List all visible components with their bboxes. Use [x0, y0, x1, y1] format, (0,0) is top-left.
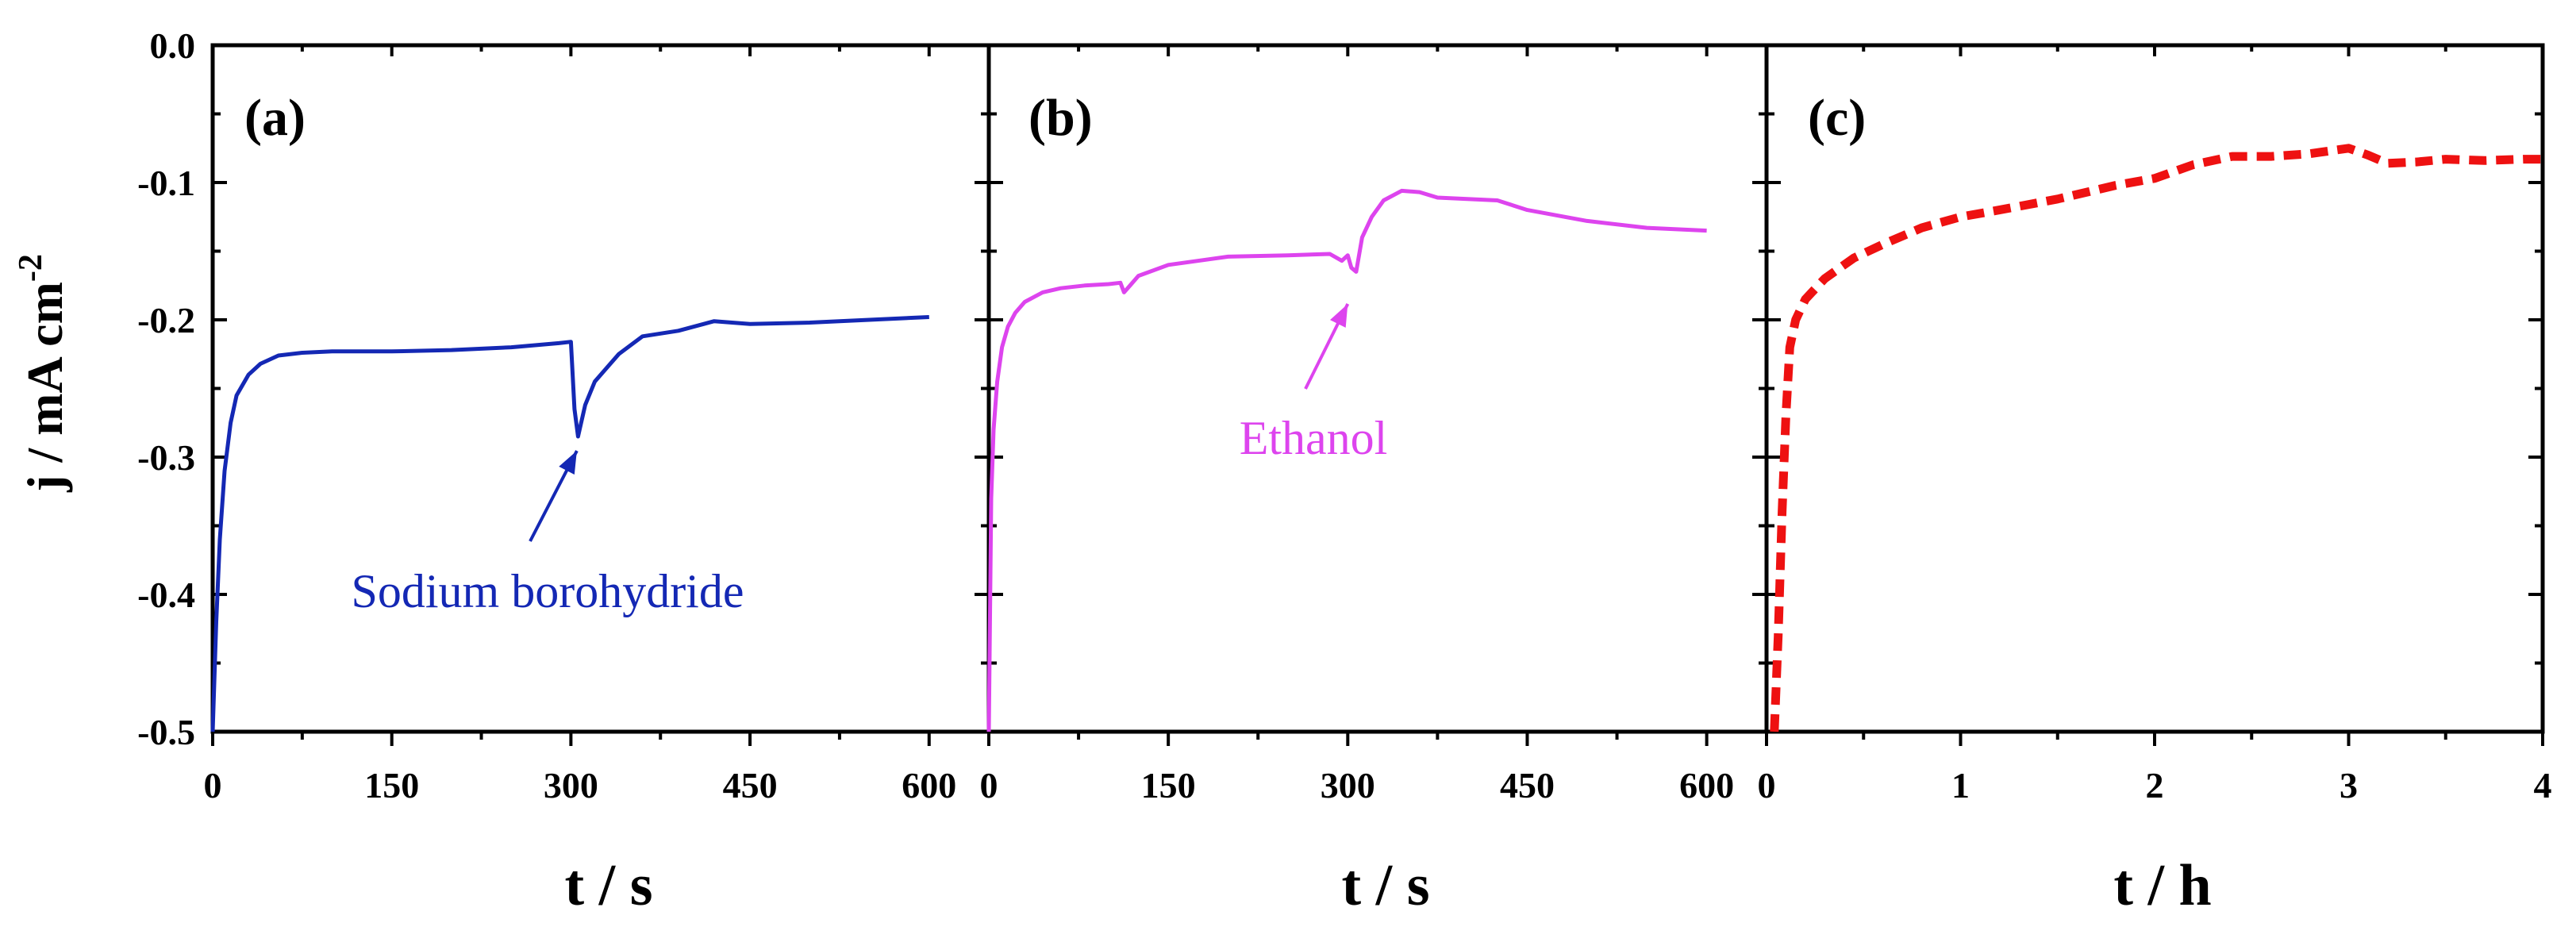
- series-line: [986, 188, 1707, 732]
- x-tick-label: 300: [1321, 765, 1375, 806]
- y-axis-ticks: 0.0 -0.1 -0.2 -0.3 -0.4 -0.5: [137, 25, 195, 752]
- x-tick-label: 600: [902, 765, 956, 806]
- panel-a: 0 150 300 450 600 t / s (a) Sodium borohydride: [204, 43, 991, 918]
- x-tick-label: 0: [204, 765, 222, 806]
- x-tick-label: 4: [2534, 765, 2552, 806]
- x-tick-label: 0: [980, 765, 998, 806]
- series-line: [210, 315, 929, 732]
- x-tick-label: 3: [2340, 765, 2358, 806]
- annotation-arrowhead: [559, 451, 577, 475]
- plot-frame: [1764, 43, 2545, 734]
- panel-label: (c): [1808, 89, 1866, 147]
- y-tick-label: -0.2: [137, 300, 195, 340]
- annotation-label: Sodium borohydride: [352, 565, 744, 617]
- series-line: [1770, 144, 2543, 732]
- x-tick-label: 450: [723, 765, 778, 806]
- x-tick-label: 2: [2146, 765, 2164, 806]
- y-axis-title: j / mA cm-2: [13, 254, 73, 493]
- y-axis-title-main: j / mA cm: [17, 282, 73, 493]
- x-tick-label: 0: [1758, 765, 1776, 806]
- x-tick-label: 300: [544, 765, 598, 806]
- y-tick-label: -0.4: [137, 575, 195, 615]
- x-axis-title: t / s: [565, 853, 653, 918]
- plot-frame: [210, 43, 991, 734]
- x-tick-label: 600: [1679, 765, 1734, 806]
- plot-frame: [986, 43, 1769, 734]
- panel-b: 0 150 300 450 600 t / s (b) Ethanol: [980, 43, 1769, 918]
- x-axis-title: t / h: [2113, 853, 2211, 918]
- y-tick-label: -0.3: [137, 437, 195, 478]
- x-tick-label: 1: [1951, 765, 1970, 806]
- x-tick-label: 450: [1500, 765, 1555, 806]
- panel-label: (a): [244, 89, 306, 147]
- y-axis-title-superscript: -2: [13, 254, 49, 282]
- annotation-arrowhead: [1329, 303, 1348, 328]
- y-tick-label: 0.0: [150, 25, 196, 66]
- annotation-label: Ethanol: [1240, 412, 1388, 464]
- x-tick-label: 150: [1141, 765, 1196, 806]
- y-tick-label: -0.1: [137, 163, 195, 203]
- panel-label: (b): [1028, 89, 1093, 147]
- x-axis-title: t / s: [1342, 853, 1430, 918]
- panel-c: 0 1 2 3 4 t / h (c): [1758, 43, 2552, 918]
- x-tick-label: 150: [364, 765, 419, 806]
- y-tick-label: -0.5: [137, 712, 195, 752]
